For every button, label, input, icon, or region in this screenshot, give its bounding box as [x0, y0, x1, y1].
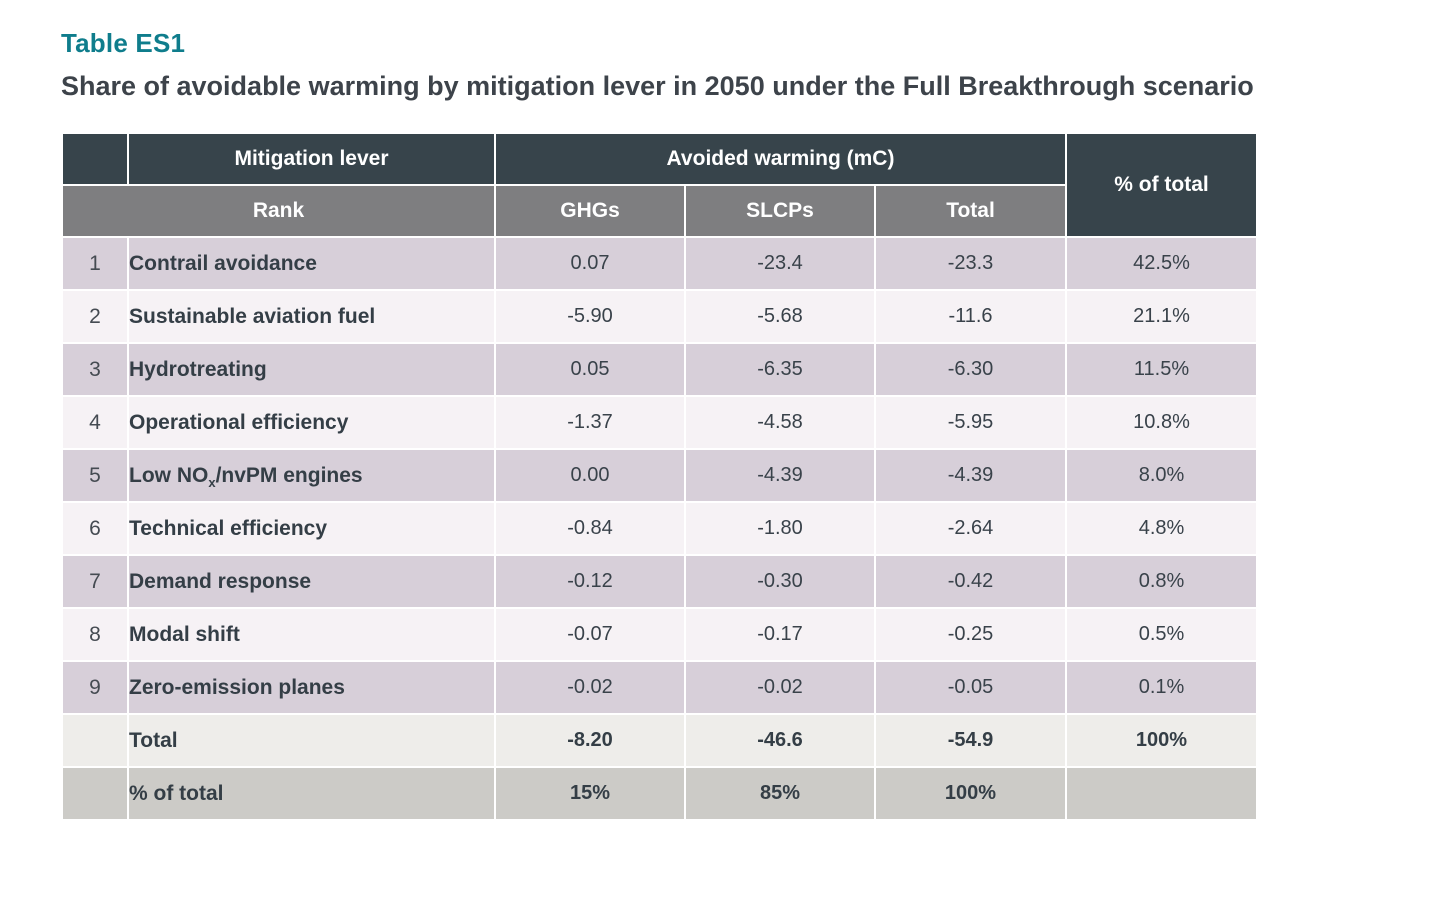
lever-cell: Low NOx/nvPM engines: [129, 450, 494, 501]
rank-cell-empty: [63, 768, 127, 819]
percent-row-empty-cell: [1067, 768, 1256, 819]
table-row: 2 Sustainable aviation fuel -5.90 -5.68 -11.…: [63, 291, 1256, 342]
ghgs-cell: -0.07: [496, 609, 684, 660]
table-label: Table ES1: [61, 28, 186, 58]
rank-cell: 5: [63, 450, 127, 501]
pct-cell: 10.8%: [1067, 397, 1256, 448]
total-cell: -11.6: [876, 291, 1065, 342]
table-row: 8 Modal shift -0.07 -0.17 -0.25 0.5%: [63, 609, 1256, 660]
column-header-pct-of-total: % of total: [1067, 134, 1256, 236]
pct-cell: 4.8%: [1067, 503, 1256, 554]
ghgs-cell: 0.00: [496, 450, 684, 501]
percent-row-total: 100%: [876, 768, 1065, 819]
header-row-columns: Rank GHGs SLCPs Total: [63, 186, 1256, 236]
pct-cell: 0.8%: [1067, 556, 1256, 607]
pct-cell: 11.5%: [1067, 344, 1256, 395]
slcps-cell: -23.4: [686, 238, 874, 289]
slcps-cell: -5.68: [686, 291, 874, 342]
table-row: 3 Hydrotreating 0.05 -6.35 -6.30 11.5%: [63, 344, 1256, 395]
lever-cell: Operational efficiency: [129, 397, 494, 448]
ghgs-cell: -5.90: [496, 291, 684, 342]
ghgs-cell: -0.84: [496, 503, 684, 554]
rank-cell: 1: [63, 238, 127, 289]
column-header-slcps: SLCPs: [686, 186, 874, 236]
rank-cell: 6: [63, 503, 127, 554]
percent-row-label: % of total: [129, 768, 494, 819]
rank-cell: 4: [63, 397, 127, 448]
total-cell: -0.25: [876, 609, 1065, 660]
ghgs-cell: -0.12: [496, 556, 684, 607]
lever-text: Low NO: [129, 463, 209, 487]
lever-cell: Contrail avoidance: [129, 238, 494, 289]
ghgs-cell: 0.07: [496, 238, 684, 289]
lever-subscript: x: [208, 474, 216, 490]
rank-cell: 9: [63, 662, 127, 713]
pct-cell: 21.1%: [1067, 291, 1256, 342]
ghgs-cell: -0.02: [496, 662, 684, 713]
rank-cell: 2: [63, 291, 127, 342]
percent-of-total-row: % of total 15% 85% 100%: [63, 768, 1256, 819]
total-row: Total -8.20 -46.6 -54.9 100%: [63, 715, 1256, 766]
rank-cell: 3: [63, 344, 127, 395]
table-row: 9 Zero-emission planes -0.02 -0.02 -0.05 0.1%: [63, 662, 1256, 713]
table-row: 4 Operational efficiency -1.37 -4.58 -5.95 10…: [63, 397, 1256, 448]
pct-cell: 8.0%: [1067, 450, 1256, 501]
lever-cell: Zero-emission planes: [129, 662, 494, 713]
lever-cell: Hydrotreating: [129, 344, 494, 395]
table-caption: Share of avoidable warming by mitigation…: [61, 71, 1254, 101]
table-row: 7 Demand response -0.12 -0.30 -0.42 0.8%: [63, 556, 1256, 607]
total-cell: -2.64: [876, 503, 1065, 554]
column-group-avoided-warming: Avoided warming (mC): [496, 134, 1065, 184]
slcps-cell: -4.39: [686, 450, 874, 501]
rank-cell: 8: [63, 609, 127, 660]
total-row-slcps: -46.6: [686, 715, 874, 766]
lever-text: /nvPM engines: [215, 463, 363, 487]
total-cell: -0.05: [876, 662, 1065, 713]
total-cell: -0.42: [876, 556, 1065, 607]
ghgs-cell: -1.37: [496, 397, 684, 448]
total-row-total: -54.9: [876, 715, 1065, 766]
column-header-ghgs: GHGs: [496, 186, 684, 236]
table-row: 6 Technical efficiency -0.84 -1.80 -2.64 4.8%: [63, 503, 1256, 554]
total-cell: -23.3: [876, 238, 1065, 289]
lever-cell: Demand response: [129, 556, 494, 607]
total-cell: -6.30: [876, 344, 1065, 395]
rank-cell: 7: [63, 556, 127, 607]
pct-cell: 42.5%: [1067, 238, 1256, 289]
mitigation-table: Mitigation lever Avoided warming (mC) % …: [61, 132, 1258, 821]
pct-cell: 0.1%: [1067, 662, 1256, 713]
slcps-cell: -4.58: [686, 397, 874, 448]
column-header-rank: Rank: [63, 186, 494, 236]
total-row-ghgs: -8.20: [496, 715, 684, 766]
rank-cell-empty: [63, 715, 127, 766]
table-row: 5 Low NOx/nvPM engines 0.00 -4.39 -4.39 8.0%: [63, 450, 1256, 501]
total-row-pct: 100%: [1067, 715, 1256, 766]
pct-cell: 0.5%: [1067, 609, 1256, 660]
column-header-mitigation-lever: Mitigation lever: [129, 134, 494, 184]
lever-cell: Modal shift: [129, 609, 494, 660]
table-row: 1 Contrail avoidance 0.07 -23.4 -23.3 42.5%: [63, 238, 1256, 289]
corner-cell: [63, 134, 127, 184]
total-row-label: Total: [129, 715, 494, 766]
header-row-groups: Mitigation lever Avoided warming (mC) % …: [63, 134, 1256, 236]
column-header-total: Total: [876, 186, 1065, 236]
slcps-cell: -6.35: [686, 344, 874, 395]
slcps-cell: -1.80: [686, 503, 874, 554]
lever-cell: Sustainable aviation fuel: [129, 291, 494, 342]
total-cell: -4.39: [876, 450, 1065, 501]
lever-cell: Technical efficiency: [129, 503, 494, 554]
total-cell: -5.95: [876, 397, 1065, 448]
ghgs-cell: 0.05: [496, 344, 684, 395]
slcps-cell: -0.17: [686, 609, 874, 660]
percent-row-ghgs: 15%: [496, 768, 684, 819]
percent-row-slcps: 85%: [686, 768, 874, 819]
slcps-cell: -0.02: [686, 662, 874, 713]
slcps-cell: -0.30: [686, 556, 874, 607]
